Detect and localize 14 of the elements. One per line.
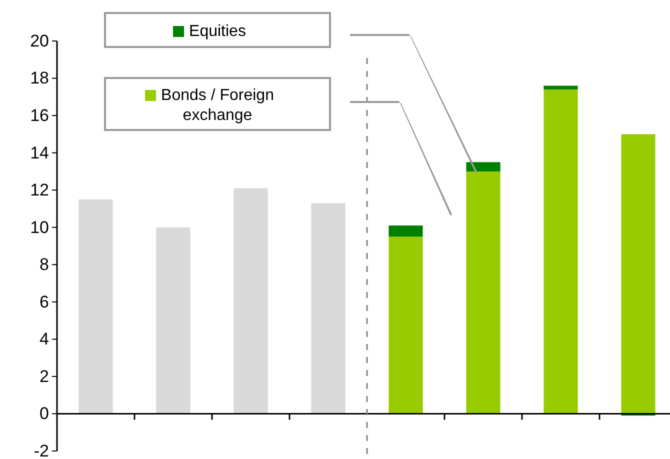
y-tick-label: 18: [30, 68, 49, 88]
y-tick-label: -2: [34, 441, 49, 459]
y-tick-label: 4: [40, 330, 49, 349]
legend-label: Equities: [189, 23, 246, 40]
y-tick-label: 10: [30, 218, 49, 237]
y-tick-label: 14: [30, 143, 49, 162]
y-tick-label: 8: [40, 255, 49, 274]
y-tick-label: 12: [30, 180, 49, 200]
y-tick-label: 0: [40, 404, 49, 424]
y-tick-label: 20: [30, 31, 49, 50]
y-tick-label: 16: [30, 106, 49, 125]
legend-label: Bonds / Foreign exchange: [161, 87, 274, 124]
y-tick-label: 6: [40, 292, 49, 312]
y-tick-label: 2: [40, 366, 49, 386]
